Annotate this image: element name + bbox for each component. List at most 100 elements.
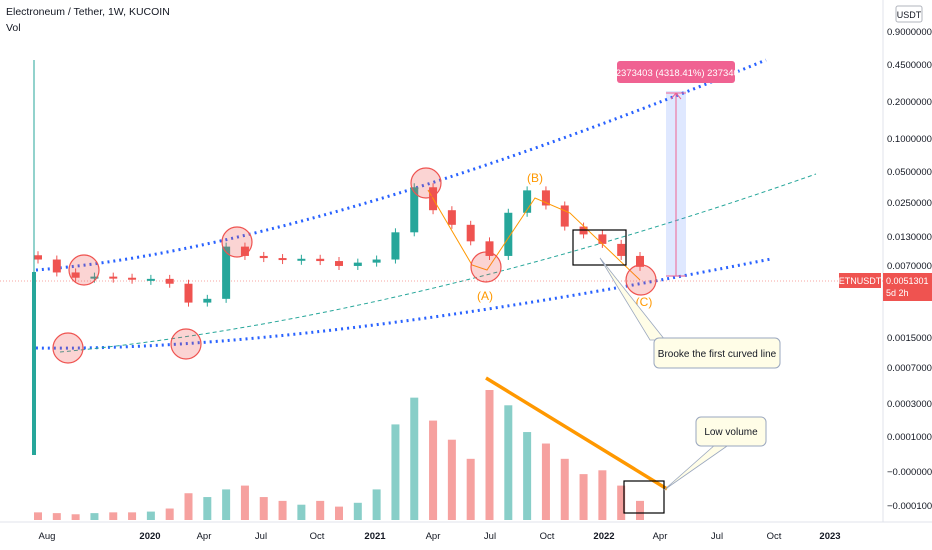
volume-bar [52, 513, 61, 520]
touch-circle [410, 167, 442, 199]
candle-body [391, 232, 400, 260]
volume-bar [429, 420, 438, 520]
candle-body [90, 276, 99, 279]
volume-bar [447, 439, 456, 520]
volume-bar [222, 489, 231, 520]
volume-bar [71, 514, 80, 520]
volume-bar [466, 458, 475, 520]
candle-body [335, 261, 343, 266]
touch-circle [52, 332, 84, 364]
candle-body [278, 258, 287, 261]
volume-series [34, 390, 644, 520]
time-tick-label: Apr [426, 531, 441, 542]
volume-label: Vol [6, 22, 21, 34]
callout-pointer [663, 443, 732, 491]
price-tick-label: 0.0130000 [887, 232, 932, 243]
volume-bar [523, 432, 532, 520]
time-tick-label: 2021 [364, 531, 386, 542]
volume-bar [372, 489, 381, 520]
price-tick-label: 0.0250000 [887, 198, 932, 209]
candle-body [636, 255, 644, 267]
candle-body [128, 277, 137, 280]
candle-body [560, 205, 569, 227]
volume-bar [504, 405, 513, 520]
candle-body [316, 258, 325, 262]
touch-circles [52, 167, 657, 364]
volume-bar [184, 493, 193, 520]
price-tick-label: 0.2000000 [887, 97, 932, 108]
volume-bar [579, 474, 588, 520]
candle-body [617, 243, 626, 256]
candle-body [598, 234, 607, 244]
candle-body [297, 258, 306, 261]
target-badge[interactable] [617, 61, 735, 83]
price-axis-ticks: 0.9000000 0.4500000 0.2000000 0.1000000 0.05… [887, 27, 932, 512]
candle-body [410, 187, 419, 233]
callout-box[interactable] [695, 416, 767, 447]
time-tick-label: Jul [711, 531, 723, 542]
volume-bar [259, 497, 268, 520]
candle-body [52, 259, 61, 273]
wave-label-a: (A) [477, 289, 493, 303]
volume-bar [541, 443, 550, 520]
volume-bar [391, 424, 400, 520]
volume-bar [146, 511, 155, 520]
currency-label: USDT [897, 10, 922, 20]
volume-trend-line [485, 376, 668, 491]
consolidation-box [572, 229, 627, 266]
candle-body [541, 190, 550, 206]
candle-body [485, 241, 494, 256]
volume-bar [240, 485, 249, 520]
time-tick-label: Oct [310, 531, 325, 542]
candle-body [372, 259, 381, 263]
volume-bar [165, 508, 174, 520]
upper-channel-line [35, 58, 767, 272]
callout-curve-text: Brooke the first curved line [658, 349, 777, 360]
symbol-badge[interactable] [839, 273, 881, 288]
volume-bar [278, 500, 287, 520]
time-tick-label: Oct [540, 531, 555, 542]
volume-bar [34, 512, 42, 520]
middle-channel-line [59, 173, 817, 353]
time-tick-label: Apr [197, 531, 212, 542]
candle-body [165, 278, 174, 284]
candle-body [34, 255, 42, 260]
candle-body [71, 272, 80, 278]
price-tick-label: 0.1000000 [887, 134, 932, 145]
touch-circle [68, 254, 100, 286]
time-tick-label: Oct [767, 531, 782, 542]
price-badge[interactable] [883, 273, 932, 301]
time-tick-label: Jul [255, 531, 267, 542]
touch-circle [625, 264, 657, 296]
low-volume-box [623, 480, 665, 514]
time-tick-label: 2023 [819, 531, 840, 542]
volume-bar [297, 504, 306, 520]
volume-bar [109, 512, 118, 520]
candle-body [203, 298, 212, 303]
volume-bar [617, 485, 626, 520]
price-tick-label: 0.0003000 [887, 399, 932, 410]
volume-bar [203, 497, 212, 520]
chart-title: Electroneum / Tether, 1W, KUCOIN [6, 6, 170, 18]
volume-bar [410, 397, 419, 520]
volume-bar [90, 513, 99, 520]
callout-box[interactable] [653, 337, 781, 369]
symbol-badge-text: ETNUSDT [839, 276, 882, 286]
wave-label-c: (C) [636, 295, 653, 309]
price-badge-value: 0.0051301 [886, 276, 929, 286]
candle-body [222, 246, 231, 299]
candle-body [466, 224, 475, 242]
candle-body [504, 212, 513, 256]
volume-bar [560, 458, 569, 520]
volume-bar [128, 512, 137, 520]
currency-badge[interactable] [895, 5, 923, 23]
lower-channel-line [35, 257, 772, 350]
touch-circle [221, 226, 253, 258]
candle-body [32, 272, 36, 455]
target-label: 0.2373403 (4318.41%) 2373403 [608, 68, 744, 79]
time-tick-label: Apr [653, 531, 668, 542]
candle-body [353, 262, 362, 266]
wave-line [427, 189, 641, 281]
